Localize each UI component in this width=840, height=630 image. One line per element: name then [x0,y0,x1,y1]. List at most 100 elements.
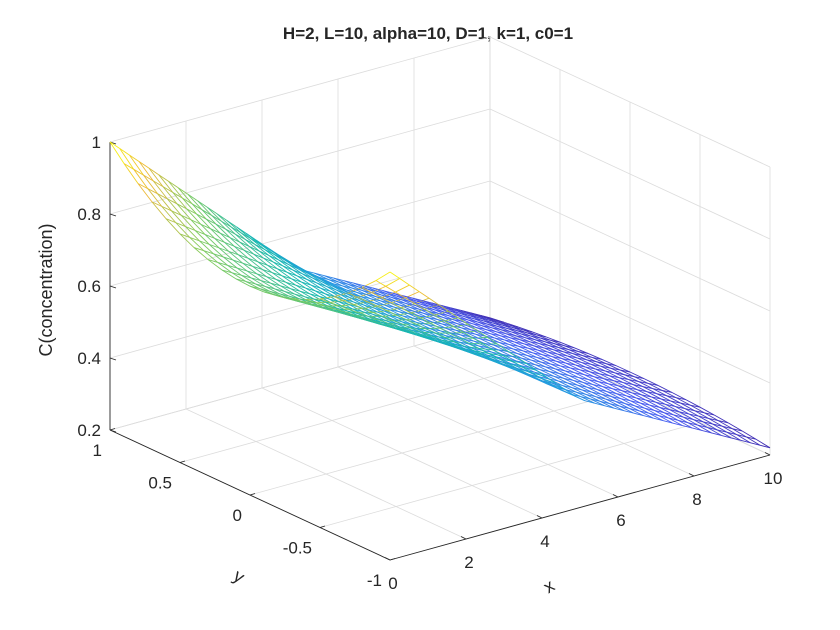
mesh-line-x [215,223,231,238]
mesh-line-x [210,228,225,243]
mesh-line-x [732,428,747,438]
mesh-line-x [162,186,178,205]
mesh-line-y [319,298,330,303]
mesh-line-x [713,414,729,424]
mesh-line-x [588,379,603,387]
z-tick-label: 0.6 [77,277,101,296]
mesh-line-y [377,305,388,312]
mesh-line-y [646,391,657,395]
mesh-line-y [377,290,388,295]
y-tick-mark [179,460,186,463]
mesh-line-y [418,291,430,299]
mesh-line-y [688,413,699,417]
mesh-line-y [380,321,391,326]
mesh-line-y [555,382,566,391]
mesh-line-y [347,310,358,314]
x-tick-label: 4 [540,532,549,551]
mesh-line-y [321,281,332,287]
mesh-line-y [425,302,436,307]
mesh-line-y [158,174,169,182]
mesh-line-y [437,319,448,323]
mesh-line-y [393,327,404,332]
mesh-line-x [342,285,357,293]
mesh-line-x [397,317,412,325]
mesh-line-x [554,343,569,350]
mesh-line-x [610,367,625,376]
x-tick-label: 6 [616,511,625,530]
mesh-line-y [362,290,372,294]
back-wall-grid-z [109,36,491,143]
mesh-line-y [358,312,369,317]
mesh-line-y [301,281,312,286]
mesh-line-x [158,174,174,193]
mesh-line-y [427,336,438,342]
mesh-line-y [479,338,490,341]
mesh-line-x [651,396,666,405]
mesh-line-x [722,425,737,435]
mesh-line-y [313,298,324,303]
mesh-line-x [683,416,698,426]
mesh-line-x [511,331,526,339]
mesh-line-y [274,288,285,292]
mesh-line-y [507,363,519,370]
mesh-line-y [353,304,364,309]
mesh-line-y [267,264,278,270]
mesh-line-y [564,345,575,349]
mesh-line-y [273,261,284,267]
mesh-line-y [349,308,360,314]
mesh-line-x [328,279,343,287]
mesh-line-x [602,386,617,395]
mesh-line-x [166,198,182,216]
mesh-line-x [411,323,426,332]
mesh-line-y [544,341,555,345]
mesh-line-y [502,355,513,362]
mesh-line-x [398,311,413,319]
mesh-line-x [541,378,556,384]
mesh-line-x [668,417,683,426]
mesh-line-y [218,247,229,252]
x-tick-label: 10 [764,469,783,488]
y-tick-mark [109,428,116,431]
mesh-line-y [619,405,630,409]
mesh-line-x [677,419,693,429]
mesh-line-y [327,281,338,288]
mesh-line-x [243,249,259,263]
mesh-line-x [523,343,539,351]
mesh-line-y [665,403,676,407]
mesh-line-y [385,285,396,293]
floor-grid-y [249,389,631,496]
mesh-line-y [579,369,590,373]
mesh-line-x [658,415,673,424]
mesh-line-y [722,425,733,430]
mesh-line-y [518,345,529,349]
mesh-line-x [718,420,733,430]
mesh-line-y [251,277,262,282]
mesh-line-x [309,293,324,302]
mesh-line-y [143,174,154,182]
mesh-line-y [760,444,771,449]
mesh-line-y [554,343,565,347]
mesh-line-y [450,343,461,349]
mesh-line-y [421,331,432,337]
mesh-line-y [161,205,172,212]
mesh-line-x [607,383,623,392]
mesh-line-x [316,282,331,292]
mesh-line-y [341,311,352,316]
mesh-line-x [281,275,296,286]
mesh-line-y [520,333,531,337]
mesh-line-y [338,301,349,305]
mesh-line-x [245,281,260,290]
mesh-line-y [558,380,568,384]
mesh-line-y [157,193,168,200]
mesh-line-x [520,333,536,341]
mesh-line-y [383,324,394,329]
mesh-line-y [463,332,474,339]
mesh-line-y [550,363,561,367]
mesh-line-x [680,402,695,412]
mesh-line-y [601,393,612,397]
mesh-line-x [532,352,547,360]
mesh-line-y [365,299,375,304]
mesh-line-y [474,314,485,318]
mesh-line-x [576,357,592,365]
mesh-line-y [372,313,383,318]
